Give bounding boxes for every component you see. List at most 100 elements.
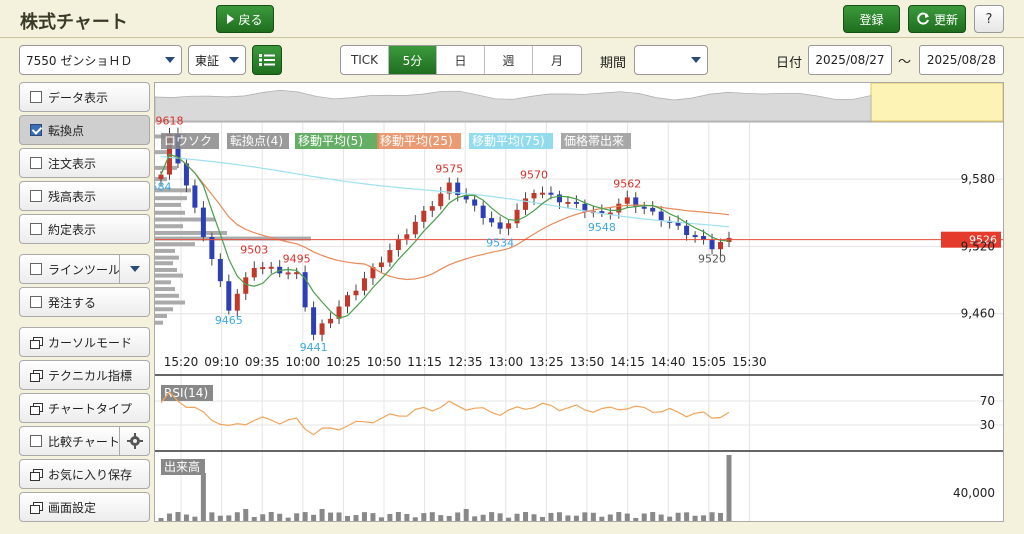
volume-bar bbox=[523, 512, 529, 521]
volume-bar bbox=[251, 517, 257, 521]
range-select[interactable] bbox=[634, 45, 708, 75]
update-button[interactable]: 更新 bbox=[908, 5, 966, 33]
x-tick-label: 10:50 bbox=[367, 355, 402, 369]
legend-label: 転換点(4) bbox=[230, 134, 283, 148]
back-button[interactable]: 戻る bbox=[216, 5, 274, 33]
chevron-down-icon bbox=[165, 57, 175, 63]
x-tick-label: 10:00 bbox=[286, 355, 321, 369]
register-button[interactable]: 登録 bbox=[843, 5, 900, 33]
date-to-input[interactable]: 2025/08/28 bbox=[919, 45, 1004, 75]
volume-bar bbox=[701, 515, 707, 521]
ma25-line bbox=[160, 153, 730, 281]
x-tick-label: 14:40 bbox=[651, 355, 686, 369]
checkbox-icon[interactable] bbox=[30, 157, 42, 169]
candle-body bbox=[387, 250, 393, 263]
checkbox-icon[interactable] bbox=[30, 124, 42, 136]
sidebar-item-cursor-mode[interactable]: カーソルモード bbox=[19, 327, 150, 357]
sidebar-item-balance-display[interactable]: 残高表示 bbox=[19, 181, 150, 211]
list-button[interactable] bbox=[252, 45, 282, 75]
candle-body bbox=[336, 306, 342, 319]
volume-bar bbox=[319, 509, 325, 521]
price-band-volume-bar bbox=[155, 210, 185, 215]
chart-svg[interactable]: 9526 9,580 9,520 9,460 584 9618 9465 9503 9495 94… bbox=[151, 82, 1004, 521]
tab-week[interactable]: 週 bbox=[485, 46, 533, 74]
refresh-icon bbox=[917, 12, 929, 25]
checkbox-icon[interactable] bbox=[30, 296, 42, 308]
price-band-volume-bar bbox=[155, 236, 311, 241]
help-button[interactable]: ? bbox=[974, 5, 1004, 33]
sidebar-item-label: 画面設定 bbox=[48, 500, 97, 515]
candle-body bbox=[582, 203, 588, 212]
line-tool-dropdown-button[interactable] bbox=[119, 255, 149, 283]
volume-bar bbox=[514, 513, 520, 521]
candle-body bbox=[658, 211, 664, 221]
x-tick-label: 13:50 bbox=[570, 355, 605, 369]
sidebar-item-line-tool[interactable]: ラインツール bbox=[19, 254, 150, 284]
overview-area bbox=[154, 89, 872, 122]
volume-bar bbox=[718, 512, 724, 521]
legend-label: 価格帯出来 bbox=[564, 133, 624, 148]
sidebar-item-execution-display[interactable]: 約定表示 bbox=[19, 214, 150, 244]
checkbox-icon[interactable] bbox=[30, 91, 42, 103]
sidebar-item-order-display[interactable]: 注文表示 bbox=[19, 148, 150, 178]
price-band-volume-bar bbox=[155, 287, 175, 292]
x-tick-label: 12:35 bbox=[448, 355, 483, 369]
candle-body bbox=[268, 266, 274, 269]
candle-body bbox=[616, 203, 622, 213]
ma75-line bbox=[160, 156, 730, 228]
turning-point-label: 9570 bbox=[520, 168, 548, 181]
sidebar-item-turning-point[interactable]: 転換点 bbox=[19, 115, 150, 145]
x-tick-label: 13:00 bbox=[489, 355, 524, 369]
sidebar-item-screen-settings[interactable]: 画面設定 bbox=[19, 492, 150, 522]
tab-tick[interactable]: TICK bbox=[341, 46, 389, 74]
tab-day[interactable]: 日 bbox=[437, 46, 485, 74]
volume-bar bbox=[489, 512, 495, 521]
sidebar-item-chart-type[interactable]: チャートタイプ bbox=[19, 393, 150, 423]
candle-body bbox=[421, 210, 427, 222]
market-select[interactable]: 東証 bbox=[188, 45, 246, 75]
period-tabs: TICK 5分 日 週 月 bbox=[340, 45, 582, 75]
date-separator: 〜 bbox=[898, 55, 912, 70]
date-from-input[interactable]: 2025/08/27 bbox=[808, 45, 892, 75]
tab-month[interactable]: 月 bbox=[550, 53, 563, 68]
candle-body bbox=[438, 193, 444, 207]
range-label: 期間 bbox=[600, 56, 627, 71]
sidebar-item-place-order[interactable]: 発注する bbox=[19, 287, 150, 317]
volume-bar bbox=[658, 514, 664, 521]
compare-settings-button[interactable] bbox=[119, 427, 149, 455]
sidebar-item-label: テクニカル指標 bbox=[48, 368, 133, 383]
volume-bar bbox=[506, 517, 512, 521]
candle-body bbox=[633, 197, 639, 207]
volume-bar bbox=[294, 513, 300, 521]
gear-icon bbox=[126, 433, 143, 449]
stock-select[interactable]: 7550 ゼンショＨＤ bbox=[19, 45, 182, 75]
sidebar-item-technical-indicators[interactable]: テクニカル指標 bbox=[19, 360, 150, 390]
volume-bar bbox=[429, 512, 435, 521]
candle-body bbox=[183, 163, 189, 186]
candle-body bbox=[692, 235, 698, 238]
price-band-volume-bar bbox=[155, 261, 173, 266]
volume-bar bbox=[573, 515, 579, 521]
x-tick-label: 15:30 bbox=[732, 355, 767, 369]
checkbox-icon[interactable] bbox=[30, 435, 42, 447]
checkbox-icon[interactable] bbox=[30, 263, 42, 275]
candle-body bbox=[684, 225, 690, 236]
rsi-level-label: 30 bbox=[980, 418, 995, 432]
chart-panel[interactable]: 9526 9,580 9,520 9,460 584 9618 9465 9503 9495 94… bbox=[151, 82, 1004, 522]
candle-body bbox=[285, 272, 291, 275]
candle-body bbox=[319, 323, 325, 335]
sidebar-item-compare-chart[interactable]: 比較チャート bbox=[19, 426, 150, 456]
sidebar-item-save-favorites[interactable]: お気に入り保存 bbox=[19, 459, 150, 489]
chevron-down-icon bbox=[229, 57, 239, 63]
candle-body bbox=[539, 192, 545, 195]
y-tick-label: 9,520 bbox=[961, 239, 995, 253]
turning-point-label: 9503 bbox=[240, 243, 268, 256]
checkbox-icon[interactable] bbox=[30, 223, 42, 235]
volume-bar bbox=[599, 516, 605, 521]
checkbox-icon[interactable] bbox=[30, 190, 42, 202]
sidebar-item-data-display[interactable]: データ表示 bbox=[19, 82, 150, 112]
tab-5min[interactable]: 5分 bbox=[389, 46, 437, 74]
price-band-volume-bar bbox=[155, 165, 177, 170]
sidebar-item-label: お気に入り保存 bbox=[48, 467, 133, 482]
volume-bar bbox=[166, 513, 172, 521]
